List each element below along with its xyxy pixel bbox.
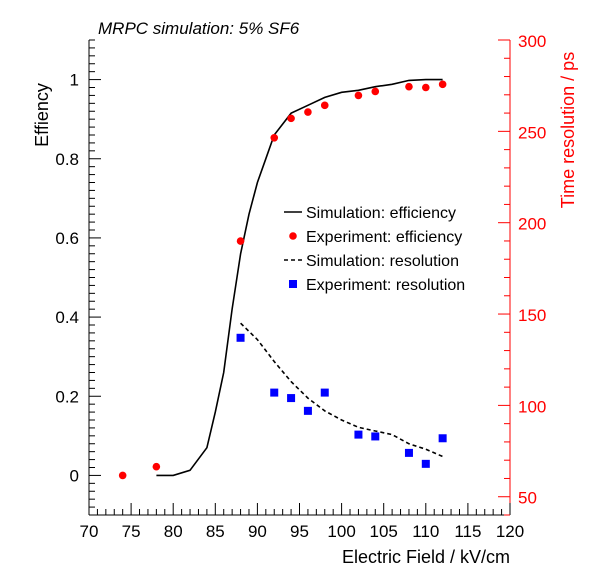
y-tick-label: 0.2 xyxy=(55,387,79,406)
series-group xyxy=(236,333,447,468)
efficiency-point xyxy=(287,114,295,123)
efficiency-point xyxy=(438,80,447,89)
x-tick-label: 115 xyxy=(454,522,481,541)
y2-axis-label: Time resolution / ps xyxy=(558,52,578,208)
legend-entry-label: Simulation: resolution xyxy=(306,253,459,270)
efficiency-point xyxy=(422,83,430,92)
y-tick-label: 0.4 xyxy=(55,308,79,327)
x-tick-label: 80 xyxy=(164,522,183,541)
x-tick-label: 110 xyxy=(412,522,439,541)
y2-tick-label: 200 xyxy=(518,215,546,234)
resolution-point xyxy=(354,430,363,439)
x-tick-label: 85 xyxy=(206,522,225,541)
legend-swatch-square xyxy=(289,280,297,288)
efficiency-point xyxy=(236,237,245,245)
x-tick-label: 100 xyxy=(327,522,355,541)
series-layer xyxy=(118,78,447,480)
y-tick-label: 0.6 xyxy=(55,229,79,248)
sim-efficiency-line xyxy=(156,78,443,477)
resolution-point xyxy=(371,432,380,441)
y2-tick-label: 50 xyxy=(518,489,537,508)
series-group xyxy=(240,322,443,458)
x-tick-label: 90 xyxy=(248,522,267,541)
legend: Simulation: efficiency Experiment: effici… xyxy=(284,205,465,294)
resolution-point xyxy=(404,448,413,457)
axes-layer: 70 75 80 85 90 95 100 105 110 115 12000.20.40.60.8… xyxy=(55,32,546,541)
sim-resolution-line xyxy=(240,322,443,458)
x-tick-label: 70 xyxy=(80,522,99,541)
y2-tick-label: 250 xyxy=(518,123,546,142)
efficiency-point xyxy=(152,462,161,471)
y2-tick-label: 100 xyxy=(518,397,546,416)
efficiency-point xyxy=(371,87,380,96)
x-tick-label: 120 xyxy=(496,522,524,541)
y-axis-label: Effiency xyxy=(32,83,52,147)
y-tick-label: 0.8 xyxy=(55,150,79,169)
y-tick-label: 0 xyxy=(70,466,79,485)
resolution-point xyxy=(320,388,329,397)
resolution-point xyxy=(270,388,279,397)
resolution-point xyxy=(236,333,245,342)
legend-entry-label: Experiment: resolution xyxy=(306,277,465,294)
efficiency-point xyxy=(118,471,127,480)
legend-swatch-circle xyxy=(289,232,297,240)
x-tick-label: 75 xyxy=(122,522,141,541)
legend-entry-label: Experiment: efficiency xyxy=(306,229,462,246)
efficiency-point xyxy=(354,91,363,100)
efficiency-point xyxy=(405,82,413,91)
x-axis-label: Electric Field / kV/cm xyxy=(342,547,510,567)
resolution-point xyxy=(303,406,312,415)
series-group xyxy=(156,78,443,477)
resolution-point xyxy=(438,434,447,443)
efficiency-point xyxy=(320,101,329,110)
efficiency-point xyxy=(270,133,279,142)
y2-tick-label: 150 xyxy=(518,306,546,325)
x-tick-label: 105 xyxy=(370,522,398,541)
legend-entry-label: Simulation: efficiency xyxy=(306,205,456,222)
resolution-point xyxy=(287,394,296,403)
x-tick-label: 95 xyxy=(290,522,309,541)
efficiency-point xyxy=(304,108,312,116)
chart-title: MRPC simulation: 5% SF6 xyxy=(98,19,300,38)
series-group xyxy=(118,80,447,480)
y2-tick-label: 300 xyxy=(518,32,546,51)
y-tick-label: 1 xyxy=(70,71,79,90)
resolution-point xyxy=(421,459,430,468)
